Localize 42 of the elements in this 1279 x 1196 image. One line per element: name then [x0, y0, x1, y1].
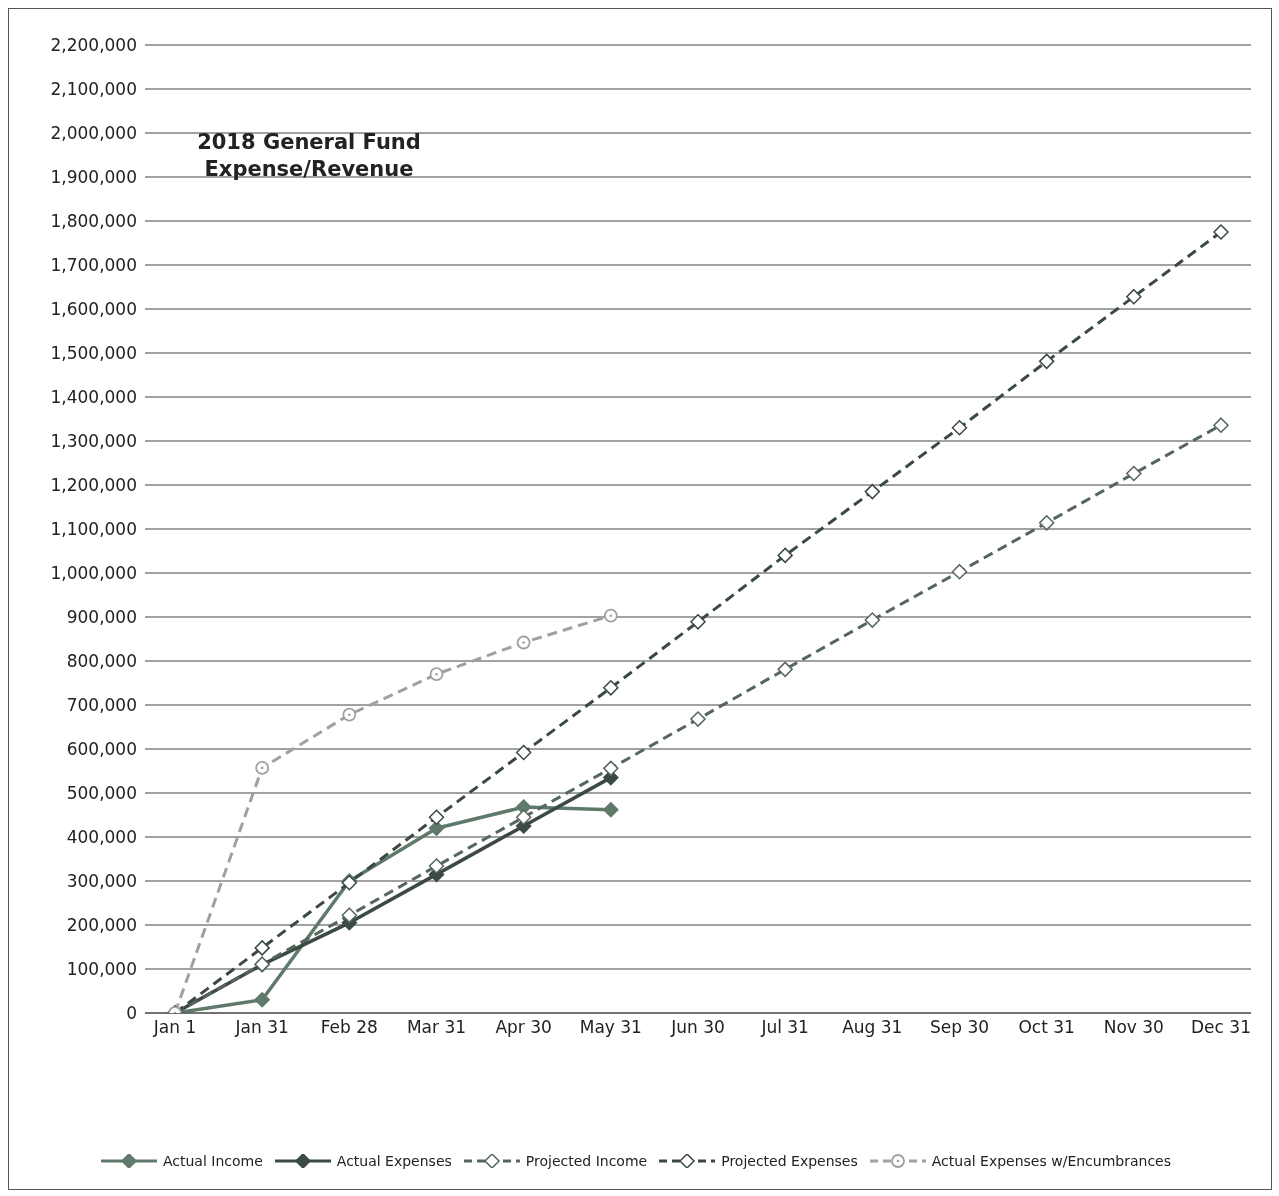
y-tick-label: 500,000	[66, 783, 137, 804]
y-tick-label: 2,100,000	[50, 79, 137, 100]
x-tick-label: Sep 30	[929, 1017, 990, 1038]
y-tick-label: 1,400,000	[50, 387, 137, 408]
y-tick-label: 1,600,000	[50, 299, 137, 320]
x-tick-label: Dec 31	[1191, 1017, 1251, 1038]
x-tick-label: Oct 31	[1018, 1017, 1075, 1038]
y-tick-label: 400,000	[66, 827, 137, 848]
y-tick-label: 1,900,000	[50, 167, 137, 188]
y-tick-label: 700,000	[66, 695, 137, 716]
x-tick-label: Jan 1	[152, 1017, 197, 1038]
y-tick-label: 800,000	[66, 651, 137, 672]
x-tick-label: Jul 31	[760, 1017, 809, 1038]
x-tick-label: Feb 28	[320, 1017, 378, 1038]
x-tick-label: Jan 31	[234, 1017, 289, 1038]
y-tick-label: 600,000	[66, 739, 137, 760]
y-tick-label: 1,300,000	[50, 431, 137, 452]
x-tick-label: Mar 31	[406, 1017, 467, 1038]
y-tick-label: 1,100,000	[50, 519, 137, 540]
y-tick-label: 900,000	[66, 607, 137, 628]
y-tick-label: 300,000	[66, 871, 137, 892]
y-tick-label: 2,200,000	[50, 35, 137, 56]
text: 2018 General Fund Expense/Revenue	[196, 129, 422, 184]
x-tick-label: May 31	[579, 1017, 642, 1038]
legend-label: Actual Income	[162, 1153, 263, 1169]
y-tick-label: 100,000	[66, 959, 137, 980]
legend-label: Actual Expenses	[336, 1153, 452, 1169]
x-tick-label: Jun 30	[670, 1017, 725, 1038]
y-tick-label: 0	[126, 1003, 137, 1024]
x-tick-label: Nov 30	[1103, 1017, 1164, 1038]
y-tick-label: 1,000,000	[50, 563, 137, 584]
x-tick-label: Aug 31	[842, 1017, 903, 1038]
x-tick-label: Apr 30	[495, 1017, 552, 1038]
y-tick-label: 2,000,000	[50, 123, 137, 144]
legend-label: Projected Expenses	[721, 1153, 858, 1169]
y-tick-label: 1,800,000	[50, 211, 137, 232]
y-tick-label: 1,200,000	[50, 475, 137, 496]
legend-label: Actual Expenses w/Encumbrances	[931, 1153, 1172, 1169]
y-tick-label: 1,500,000	[50, 343, 137, 364]
y-tick-label: 200,000	[66, 915, 137, 936]
y-tick-label: 1,700,000	[50, 255, 137, 276]
legend-label: Projected Income	[525, 1153, 648, 1169]
